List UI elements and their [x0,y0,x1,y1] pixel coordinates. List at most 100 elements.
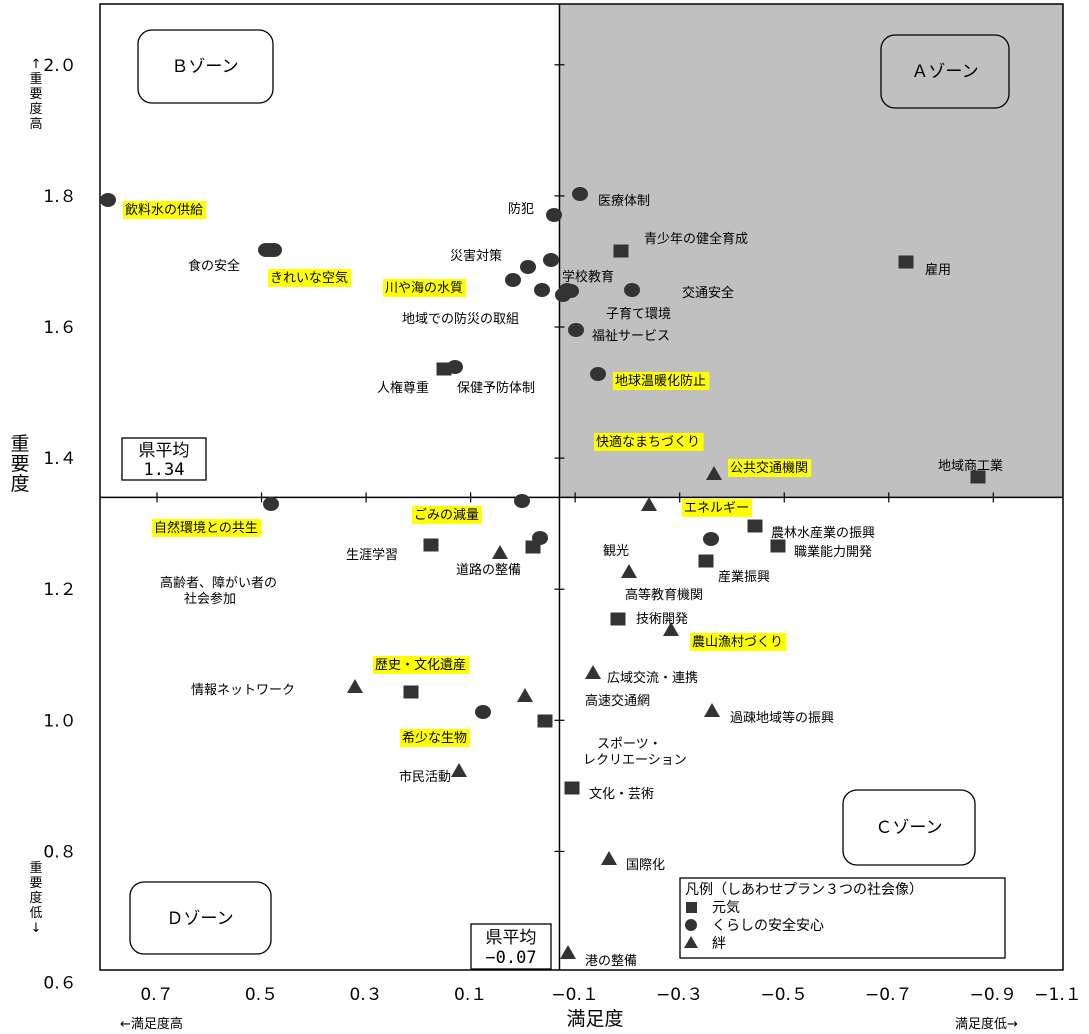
point-label: 職業能力開発 [794,544,872,560]
point-label: 保健予防体制 [457,380,535,396]
legend-square-marker [686,902,697,913]
point-label: 生涯学習 [346,547,398,563]
x-axis-title: 満足度 [566,1008,623,1030]
y-tick-label: 1.６ [43,318,76,338]
point-label: 地域での防災の取組 [402,311,519,327]
x-tick-label: −0.１ [551,985,598,1005]
data-point-square [525,540,541,554]
point-label: 道路の整備 [456,562,521,578]
y-tick-label: 1.８ [43,187,76,207]
data-point-square [403,685,419,699]
svg-text:要: 要 [29,876,42,891]
y-tick-label: 2.０ [43,56,76,76]
svg-text:高: 高 [29,116,42,132]
data-point-triangle [704,703,720,717]
y-axis-title: 重 要 度 [10,433,29,495]
point-label: 自然環境との共生 [154,520,258,536]
svg-text:重: 重 [29,71,42,87]
x-tick-label: −1.１ [1034,985,1081,1005]
legend-item-kurashi: くらしの安全安心 [712,917,824,934]
label-highlight [728,459,812,477]
data-point-square [898,255,914,269]
svg-text:重: 重 [29,860,42,876]
point-label: 文化・芸術 [589,786,654,802]
svg-text:度: 度 [29,101,42,117]
data-point-square [747,519,763,533]
point-label: 過疎地域等の振興 [730,710,834,726]
zone-d-label: Ｄゾーン [166,909,233,929]
zone-c-box: Ｃゾーン [842,789,976,866]
point-label: ごみの減量 [414,507,479,523]
x-axis-high-label: 満足度低→ [955,1016,1018,1032]
point-label: 社会参加 [184,591,236,607]
point-label: スポーツ・ [597,737,662,752]
x-tick-label: −0.５ [761,985,808,1005]
x-tick-label: 0.１ [454,985,487,1005]
point-label: きれいな空気 [270,270,348,286]
point-label: 飲料水の供給 [125,202,203,218]
data-point-triangle [585,665,601,679]
avg-x-box-title: 県平均 [486,928,537,948]
data-point-triangle [451,763,467,777]
point-label: 人権尊重 [377,380,429,396]
data-point-circle [703,532,719,546]
data-point-circle [568,323,584,337]
zone-b-box: Ｂゾーン [137,29,274,104]
avg-y-box-title: 県平均 [139,441,190,461]
point-label: 雇用 [925,262,951,278]
data-point-circle [262,243,278,257]
point-label: 観光 [603,544,629,559]
data-point-square [423,538,439,552]
point-label: 市民活動 [399,769,451,785]
y-tick-label: 1.４ [43,449,76,469]
legend: 凡例（しあわせプラン３つの社会像） 元気 くらしの安全安心 絆 [679,877,1006,959]
point-label: 川や海の水質 [385,281,463,296]
avg-x-box: 県平均 −0.07 [470,923,552,970]
data-point-triangle [347,679,363,693]
data-point-circle [624,283,640,297]
data-points [100,187,986,959]
y-tick-label: 1.２ [43,580,76,600]
point-label: 災害対策 [450,248,502,264]
legend-item-kizuna: 絆 [712,936,726,952]
data-point-circle [520,260,536,274]
data-point-circle [514,494,530,508]
data-point-triangle [706,466,722,480]
point-label: 農山漁村づくり [692,635,783,650]
data-point-circle [447,360,463,374]
zone-d-box: Ｄゾーン [129,881,272,955]
data-point-triangle [492,545,508,559]
axis-ticks: 0.７ 0.５ 0.３ 0.１ −0.１ −0.３ −0.５ −0.７ −0.９ −1.１ 0.６ 0… [43,56,1081,1005]
legend-triangle-marker [684,936,698,948]
svg-text:重: 重 [10,433,29,455]
legend-title: 凡例（しあわせプラン３つの社会像） [685,882,923,898]
plot-frame [99,3,1064,971]
data-point-triangle [560,945,576,959]
data-point-square [613,244,629,258]
y-tick-label: 1.０ [43,711,76,731]
legend-item-genki: 元気 [712,900,740,916]
data-point-square [564,781,580,795]
x-tick-label: −0.９ [970,985,1017,1005]
x-tick-label: 0.７ [140,985,173,1005]
zone-a-box: Ａゾーン [880,34,1010,109]
point-label: 交通安全 [682,285,734,301]
x-tick-label: 0.３ [349,985,382,1005]
data-point-square [610,612,626,626]
point-label: 高等教育機関 [625,587,703,603]
point-label: 高速交通網 [585,693,650,709]
svg-text:要: 要 [10,453,29,475]
y-tick-label: 0.６ [43,974,76,994]
data-point-triangle [601,851,617,865]
label-highlight [690,633,787,651]
point-label: 希少な生物 [402,731,467,746]
svg-text:低: 低 [29,906,42,921]
data-point-circle [505,273,521,287]
point-label: 食の安全 [188,258,240,274]
data-point-triangle [517,688,533,702]
svg-text:↑: ↑ [31,57,42,72]
point-label: 国際化 [626,858,665,873]
svg-text:度: 度 [29,890,42,906]
